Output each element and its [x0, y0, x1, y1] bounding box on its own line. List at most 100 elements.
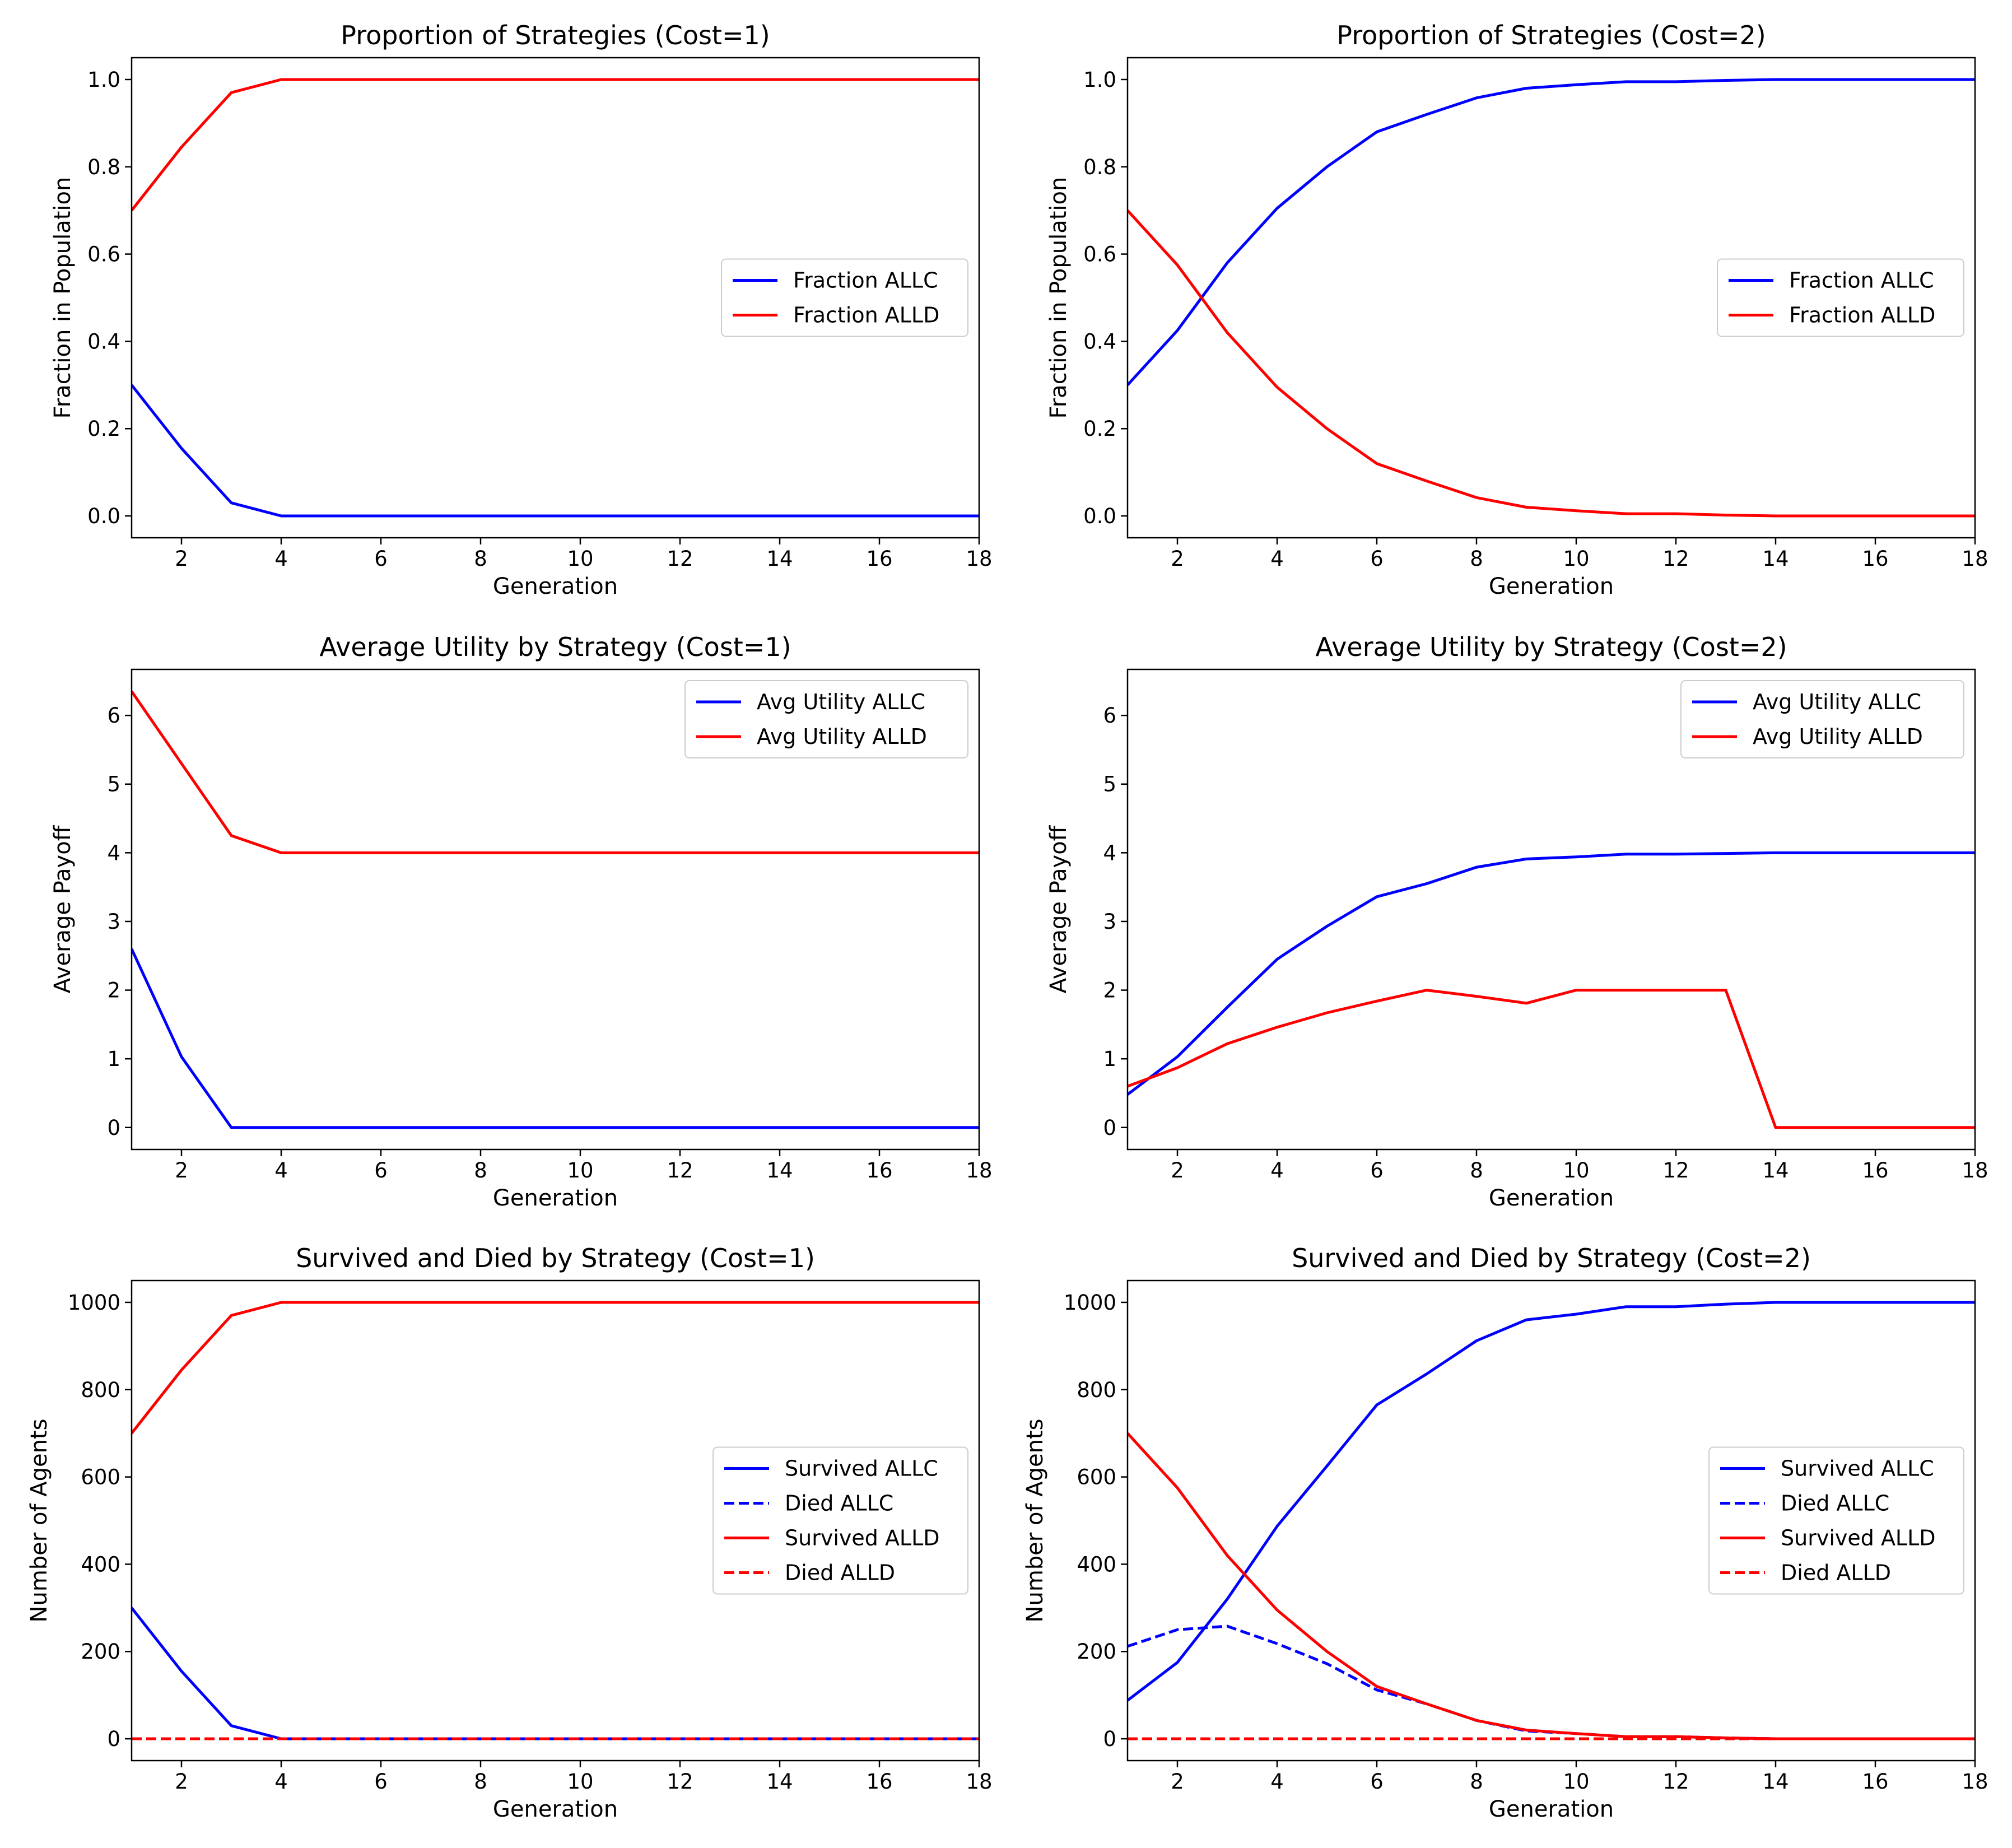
chart-5-ytick-label-0: 0	[107, 1727, 120, 1751]
chart-6-lines	[1128, 1301, 1975, 1740]
chart-5-ytick-label-200: 200	[81, 1640, 120, 1664]
chart-3-legend: Avg Utility ALLC Avg Utility ALLD	[684, 680, 968, 758]
chart-4-axes-frame	[1126, 668, 1976, 1151]
chart-3-xlabel: Generation	[493, 1185, 618, 1211]
chart-6-ytick-label-0: 0	[1103, 1727, 1116, 1751]
chart-1-series-2-line	[132, 78, 979, 212]
chart-6-legend-label-3: Survived ALLD	[1781, 1526, 1936, 1551]
chart-3-xtick-label-10: 10	[567, 1158, 593, 1183]
chart-4-ytick-label-4: 4	[1103, 841, 1116, 865]
chart-5-xtick-label-16: 16	[866, 1770, 892, 1794]
chart-4-ytick-label-0: 0	[1103, 1116, 1116, 1140]
chart-3-legend-box	[684, 680, 968, 758]
chart-2-legend: Fraction ALLC Fraction ALLD	[1717, 258, 1964, 337]
chart-5: Survived and Died by Strategy (Cost=1) 2 4…	[26, 1243, 993, 1822]
chart-3-lines	[132, 690, 979, 1129]
chart-4-xtick-label-18: 18	[1962, 1158, 1988, 1183]
chart-6-legend: Survived ALLC Died ALLC Survived ALLD Died …	[1708, 1446, 1964, 1595]
chart-2-ytick-label-0.2: 0.2	[1083, 417, 1116, 441]
chart-4-xtick-label-14: 14	[1762, 1158, 1789, 1183]
chart-1-ytick-label-0.6: 0.6	[87, 243, 120, 267]
chart-5-xtick-label-14: 14	[766, 1770, 793, 1794]
chart-5-legend-label-3: Survived ALLD	[785, 1526, 940, 1551]
chart-3-axes-frame	[131, 668, 980, 1151]
chart-2-xtick-label-14: 14	[1762, 547, 1789, 571]
chart-4-legend-label-2: Avg Utility ALLD	[1753, 724, 1923, 749]
chart-1-xtick-label-16: 16	[866, 547, 892, 571]
chart-4-ytick-label-5: 5	[1103, 772, 1116, 797]
chart-6-ytick-label-200: 200	[1077, 1640, 1116, 1664]
chart-1-xlabel: Generation	[493, 574, 618, 599]
chart-1-series-1-line	[132, 384, 979, 518]
chart-6-xtick-label-6: 6	[1370, 1770, 1384, 1794]
chart-6-xtick-label-2: 2	[1171, 1770, 1184, 1794]
chart-4-xtick-label-4: 4	[1270, 1158, 1284, 1183]
chart-3-title: Average Utility by Strategy (Cost=1)	[319, 632, 791, 662]
chart-3-ytick-label-3: 3	[107, 910, 120, 934]
chart-2-xtick-label-12: 12	[1662, 547, 1689, 571]
chart-5-legend-label-2: Died ALLC	[785, 1491, 893, 1516]
chart-4-xtick-label-10: 10	[1563, 1158, 1589, 1183]
chart-2-ytick-label-0.8: 0.8	[1083, 155, 1116, 179]
chart-3-ytick-label-6: 6	[107, 704, 120, 728]
chart-2-legend-box	[1717, 258, 1964, 337]
chart-6: Survived and Died by Strategy (Cost=2) 2 4…	[1022, 1243, 1988, 1822]
chart-6-xtick-label-16: 16	[1862, 1770, 1888, 1794]
chart-3-ytick-label-2: 2	[107, 979, 120, 1003]
chart-5-xtick-label-2: 2	[175, 1770, 188, 1794]
chart-6-legend-label-1: Survived ALLC	[1781, 1456, 1934, 1481]
chart-2-ylabel: Fraction in Population	[1046, 177, 1072, 419]
chart-1-axes-frame	[131, 57, 980, 539]
chart-1-ytick-label-0.8: 0.8	[87, 155, 120, 179]
chart-5-xtick-label-6: 6	[374, 1770, 388, 1794]
chart-2-ytick-label-1.0: 1.0	[1083, 68, 1116, 92]
chart-6-ytick-label-400: 400	[1077, 1552, 1116, 1576]
chart-5-xtick-label-18: 18	[966, 1770, 992, 1794]
chart-4-ytick-label-3: 3	[1103, 910, 1116, 934]
chart-4: Average Utility by Strategy (Cost=2) 2 4 6 8…	[1046, 632, 1988, 1211]
chart-2-xtick-label-2: 2	[1171, 547, 1184, 571]
chart-1-xtick-label-10: 10	[567, 547, 593, 571]
chart-5-ylabel: Number of Agents	[26, 1419, 52, 1623]
chart-1-ytick-label-0.2: 0.2	[87, 417, 120, 441]
chart-4-legend: Avg Utility ALLC Avg Utility ALLD	[1680, 680, 1964, 758]
chart-4-xtick-label-2: 2	[1171, 1158, 1184, 1183]
chart-5-lines	[132, 1301, 979, 1740]
chart-1-legend-label-1: Fraction ALLC	[793, 268, 938, 293]
chart-5-xtick-label-4: 4	[274, 1770, 288, 1794]
chart-2-xtick-label-8: 8	[1470, 547, 1483, 571]
chart-3: Average Utility by Strategy (Cost=1) 2 4 6 8…	[50, 632, 993, 1211]
chart-6-xtick-label-12: 12	[1662, 1770, 1689, 1794]
chart-5-ytick-label-800: 800	[81, 1378, 120, 1402]
chart-2-title: Proportion of Strategies (Cost=2)	[1336, 20, 1766, 50]
chart-2-xtick-label-16: 16	[1862, 547, 1888, 571]
chart-4-xtick-label-12: 12	[1662, 1158, 1689, 1183]
chart-4-xtick-label-6: 6	[1370, 1158, 1384, 1183]
chart-4-series-2-line	[1128, 989, 1975, 1129]
chart-2-xtick-label-4: 4	[1270, 547, 1284, 571]
chart-6-xlabel: Generation	[1489, 1796, 1614, 1822]
chart-2-xtick-label-10: 10	[1563, 547, 1589, 571]
chart-3-xtick-label-6: 6	[374, 1158, 388, 1183]
chart-2-series-2-line	[1128, 210, 1975, 518]
chart-1-legend-box	[721, 258, 968, 337]
chart-2: Proportion of Strategies (Cost=2) 2 4 6 8 10 1…	[1046, 20, 1988, 599]
chart-2-legend-label-1: Fraction ALLC	[1789, 268, 1934, 293]
chart-3-xtick-label-12: 12	[667, 1158, 693, 1183]
chart-5-xtick-label-10: 10	[567, 1770, 593, 1794]
chart-3-legend-label-1: Avg Utility ALLC	[757, 690, 925, 714]
chart-1-xtick-label-2: 2	[175, 547, 188, 571]
chart-1-ytick-label-0.4: 0.4	[87, 329, 120, 353]
chart-5-series-3-line	[132, 1301, 979, 1435]
chart-3-xtick-label-2: 2	[175, 1158, 188, 1183]
chart-4-xlabel: Generation	[1489, 1185, 1614, 1211]
chart-6-ytick-label-600: 600	[1077, 1465, 1116, 1489]
chart-6-ytick-label-800: 800	[1077, 1378, 1116, 1402]
chart-4-title: Average Utility by Strategy (Cost=2)	[1315, 632, 1787, 662]
chart-5-ytick-label-400: 400	[81, 1552, 120, 1576]
chart-5-legend-box	[712, 1446, 968, 1595]
chart-3-xtick-label-4: 4	[274, 1158, 288, 1183]
chart-2-ytick-label-0.0: 0.0	[1083, 504, 1116, 528]
chart-1-xtick-label-6: 6	[374, 547, 388, 571]
